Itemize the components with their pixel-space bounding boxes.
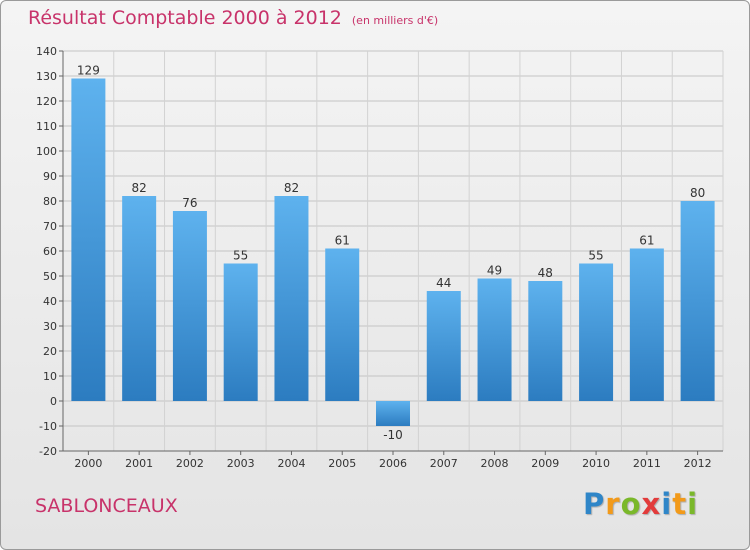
x-tick-label: 2010 <box>582 457 610 470</box>
x-tick-label: 2011 <box>633 457 661 470</box>
x-tick-label: 2008 <box>481 457 509 470</box>
y-tick-label: -10 <box>39 420 57 433</box>
logo-letter: P <box>583 487 606 521</box>
x-tick-label: 2009 <box>531 457 559 470</box>
y-tick-label: 130 <box>36 70 57 83</box>
data-label: 61 <box>335 234 350 248</box>
bar-2005 <box>325 248 360 401</box>
bar-2007 <box>426 291 461 401</box>
data-label: 49 <box>487 264 502 278</box>
y-tick-label: 0 <box>50 395 57 408</box>
x-tick-label: 2001 <box>125 457 153 470</box>
x-tick-label: 2007 <box>430 457 458 470</box>
y-tick-label: 50 <box>43 270 57 283</box>
y-tick-label: 70 <box>43 220 57 233</box>
logo-letter: o <box>620 487 642 521</box>
bars <box>71 78 715 426</box>
data-label: 76 <box>182 196 197 210</box>
axes: -20 -10 0 10 20 30 40 50 60 70 80 90 100 110 120 130 140… <box>36 45 723 470</box>
data-label: 129 <box>77 64 100 78</box>
data-label: 48 <box>538 266 553 280</box>
chart-title-main: Résultat Comptable 2000 à 2012 <box>28 7 342 29</box>
data-labels: 129 82 76 55 82 61 -10 44 49 48 55 61 80 <box>77 64 705 443</box>
bar-2010 <box>579 263 614 401</box>
y-tick-label: 110 <box>36 120 57 133</box>
data-label: 82 <box>132 181 147 195</box>
proxiti-logo: Proxiti <box>583 487 698 521</box>
y-tick-label: 140 <box>36 45 57 58</box>
bar-2001 <box>122 196 157 401</box>
y-tick-label: -20 <box>39 445 57 458</box>
bar-2002 <box>172 211 207 401</box>
data-label: 61 <box>639 234 654 248</box>
logo-letter: r <box>605 487 621 521</box>
data-label: 55 <box>233 249 248 263</box>
logo-letter: i <box>661 487 673 521</box>
logo-letter: i <box>687 487 699 521</box>
data-label: -10 <box>383 428 403 442</box>
chart-title: Résultat Comptable 2000 à 2012 (en millie… <box>28 7 438 29</box>
y-tick-label: 40 <box>43 295 57 308</box>
logo-letter: t <box>672 487 688 521</box>
bar-2000 <box>71 78 106 401</box>
x-tick-label: 2000 <box>74 457 102 470</box>
y-tick-label: 20 <box>43 345 57 358</box>
bar-2004 <box>274 196 309 401</box>
data-label: 55 <box>588 249 603 263</box>
bar-2006 <box>376 401 410 426</box>
x-tick-label: 2012 <box>684 457 712 470</box>
x-tick-label: 2002 <box>176 457 204 470</box>
grid-lines <box>62 50 724 452</box>
logo-letter: x <box>641 487 662 521</box>
y-tick-label: 10 <box>43 370 57 383</box>
y-tick-label: 80 <box>43 195 57 208</box>
x-tick-label: 2005 <box>328 457 356 470</box>
y-tick-label: 100 <box>36 145 57 158</box>
y-tick-label: 120 <box>36 95 57 108</box>
x-tick-label: 2003 <box>227 457 255 470</box>
bar-2011 <box>629 248 664 401</box>
y-tick-label: 30 <box>43 320 57 333</box>
chart-subtitle: (en milliers d'€) <box>351 14 439 27</box>
bar-2012 <box>680 201 715 401</box>
data-label: 80 <box>690 186 705 200</box>
x-tick-label: 2004 <box>277 457 305 470</box>
x-tick-label: 2006 <box>379 457 407 470</box>
y-tick-label: 90 <box>43 170 57 183</box>
data-label: 82 <box>284 181 299 195</box>
bar-2003 <box>223 263 258 401</box>
y-tick-label: 60 <box>43 245 57 258</box>
data-label: 44 <box>436 276 451 290</box>
place-name: SABLONCEAUX <box>35 495 178 517</box>
bar-2009 <box>528 281 563 401</box>
bar-2008 <box>477 278 512 401</box>
